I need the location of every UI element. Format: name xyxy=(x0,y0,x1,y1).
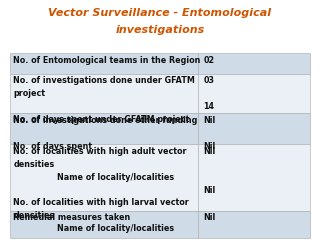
Text: 03

14: 03 14 xyxy=(204,77,214,111)
Bar xyxy=(10,113,197,144)
Text: No. of Entomological teams in the Region: No. of Entomological teams in the Region xyxy=(13,56,201,65)
Text: No. of investigations done other funding

No. of days spent: No. of investigations done other funding… xyxy=(13,116,198,150)
Text: Nil

Nil: Nil Nil xyxy=(204,116,216,150)
Bar xyxy=(197,144,310,211)
Text: No. of localities with high adult vector
densities
                Name of local: No. of localities with high adult vector… xyxy=(13,147,189,233)
Text: Nil: Nil xyxy=(204,214,216,222)
Bar xyxy=(197,74,310,113)
Bar xyxy=(197,113,310,144)
Bar xyxy=(10,53,197,74)
Text: Remedial measures taken: Remedial measures taken xyxy=(13,214,131,222)
Bar xyxy=(197,53,310,74)
Text: investigations: investigations xyxy=(116,25,204,35)
Text: No. of investigations done under GFATM
project

No. of days spent under GFATM pr: No. of investigations done under GFATM p… xyxy=(13,77,195,124)
Bar xyxy=(197,211,310,238)
Text: Nil


Nil: Nil Nil xyxy=(204,147,216,195)
Bar xyxy=(10,144,197,211)
Bar xyxy=(10,211,197,238)
Bar xyxy=(10,74,197,113)
Text: Vector Surveillance - Entomological: Vector Surveillance - Entomological xyxy=(48,8,272,18)
Text: 02: 02 xyxy=(204,56,214,65)
